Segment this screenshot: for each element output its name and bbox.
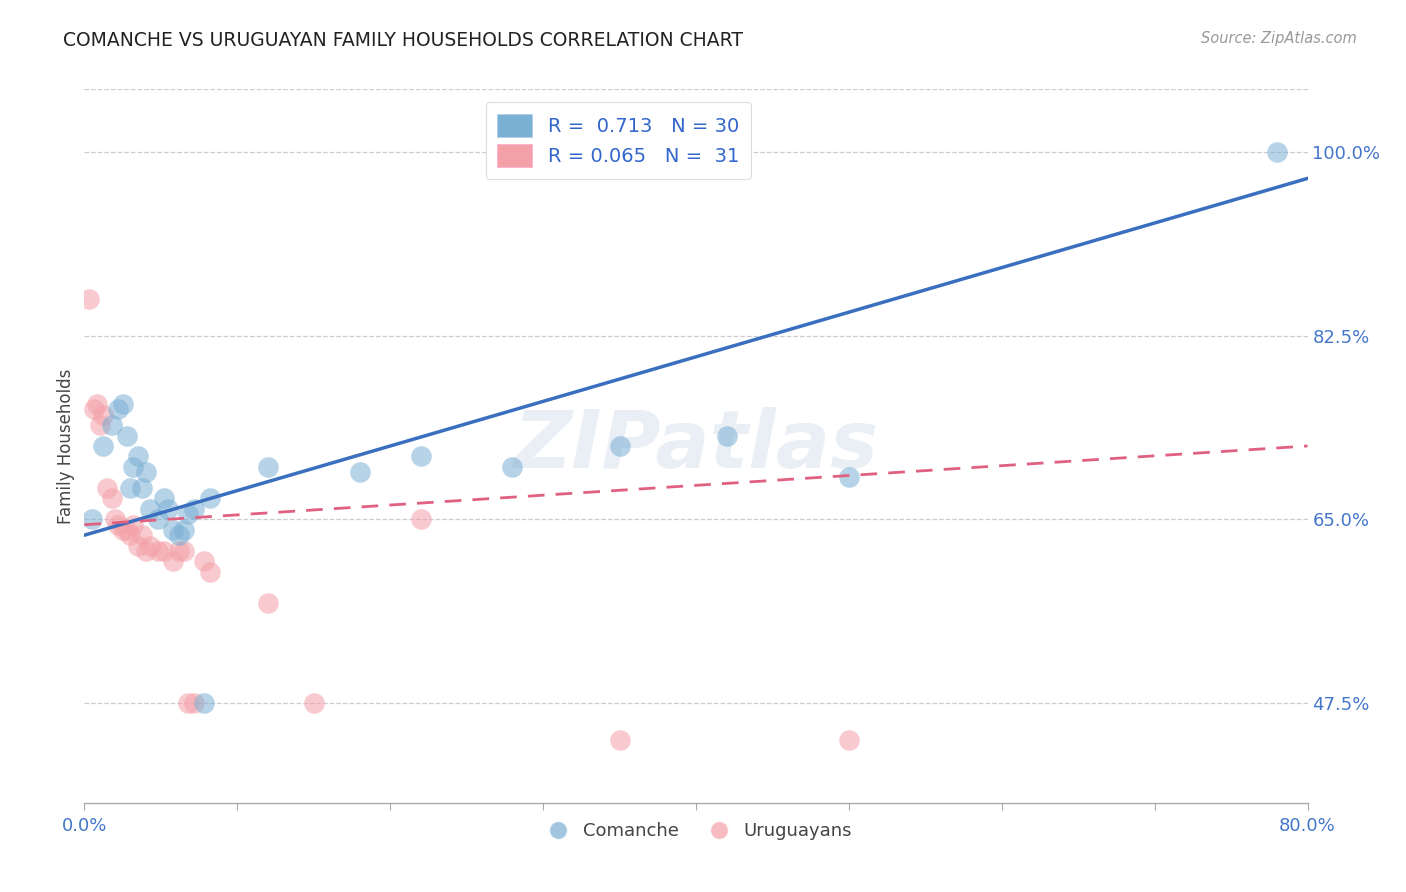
Point <box>89 417 111 432</box>
Point <box>838 470 860 484</box>
Point <box>193 696 215 710</box>
Point <box>91 408 114 422</box>
Point <box>80 512 103 526</box>
Point <box>107 402 129 417</box>
Point <box>173 523 195 537</box>
Point <box>131 528 153 542</box>
Point <box>177 696 200 710</box>
Point <box>104 512 127 526</box>
Point <box>77 292 100 306</box>
Point <box>167 544 190 558</box>
Point <box>162 523 184 537</box>
Point <box>83 402 105 417</box>
Point <box>146 544 169 558</box>
Point <box>146 512 169 526</box>
Point <box>122 460 145 475</box>
Point <box>173 544 195 558</box>
Point <box>101 417 124 432</box>
Point <box>91 439 114 453</box>
Point <box>193 554 215 568</box>
Point <box>107 517 129 532</box>
Text: COMANCHE VS URUGUAYAN FAMILY HOUSEHOLDS CORRELATION CHART: COMANCHE VS URUGUAYAN FAMILY HOUSEHOLDS … <box>63 31 744 50</box>
Point <box>139 539 162 553</box>
Point <box>302 696 325 710</box>
Point <box>120 528 142 542</box>
Point <box>111 523 134 537</box>
Point <box>257 460 280 475</box>
Point <box>139 502 162 516</box>
Point <box>122 517 145 532</box>
Point <box>153 544 176 558</box>
Point <box>96 481 118 495</box>
Point <box>111 397 134 411</box>
Point <box>838 732 860 747</box>
Point <box>609 732 631 747</box>
Legend: Comanche, Uruguayans: Comanche, Uruguayans <box>533 815 859 847</box>
Point <box>183 502 205 516</box>
Point <box>716 428 738 442</box>
Point <box>153 491 176 506</box>
Point <box>115 428 138 442</box>
Point <box>1265 145 1288 160</box>
Point <box>198 565 221 579</box>
Point <box>409 450 432 464</box>
Point <box>409 512 432 526</box>
Point <box>177 507 200 521</box>
Point <box>101 491 124 506</box>
Point <box>167 528 190 542</box>
Y-axis label: Family Households: Family Households <box>56 368 75 524</box>
Point <box>127 539 149 553</box>
Point <box>115 523 138 537</box>
Point <box>162 554 184 568</box>
Point <box>609 439 631 453</box>
Point <box>257 596 280 610</box>
Text: ZIPatlas: ZIPatlas <box>513 407 879 485</box>
Point <box>349 465 371 479</box>
Text: Source: ZipAtlas.com: Source: ZipAtlas.com <box>1201 31 1357 46</box>
Point <box>131 481 153 495</box>
Point <box>86 397 108 411</box>
Point <box>198 491 221 506</box>
Point <box>135 544 157 558</box>
Point <box>135 465 157 479</box>
Point <box>183 696 205 710</box>
Point <box>127 450 149 464</box>
Point <box>502 460 524 475</box>
Point <box>120 481 142 495</box>
Point <box>157 502 180 516</box>
